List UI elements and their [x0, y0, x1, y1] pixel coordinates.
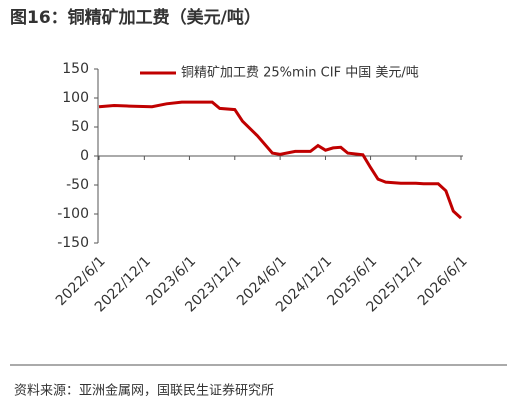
y-tick-label: -150 — [57, 235, 89, 251]
y-tick-label: 100 — [62, 90, 89, 106]
y-tick-label: 0 — [80, 148, 89, 164]
source: 资料来源：亚洲金属网，国联民生证券研究所 — [14, 383, 274, 399]
y-tick-label: 150 — [62, 61, 89, 77]
y-tick-label: 50 — [71, 119, 89, 135]
y-tick-label: -100 — [57, 206, 89, 222]
line-series — [98, 100, 463, 220]
y-tick-label: -50 — [66, 177, 89, 193]
x-tick-label: 2026/6/1 — [415, 253, 471, 309]
legend-label: 铜精矿加工费 25%min CIF 中国 美元/吨 — [181, 66, 419, 81]
chart-title: 图16：铜精矿加工费（美元/吨） — [10, 7, 261, 28]
